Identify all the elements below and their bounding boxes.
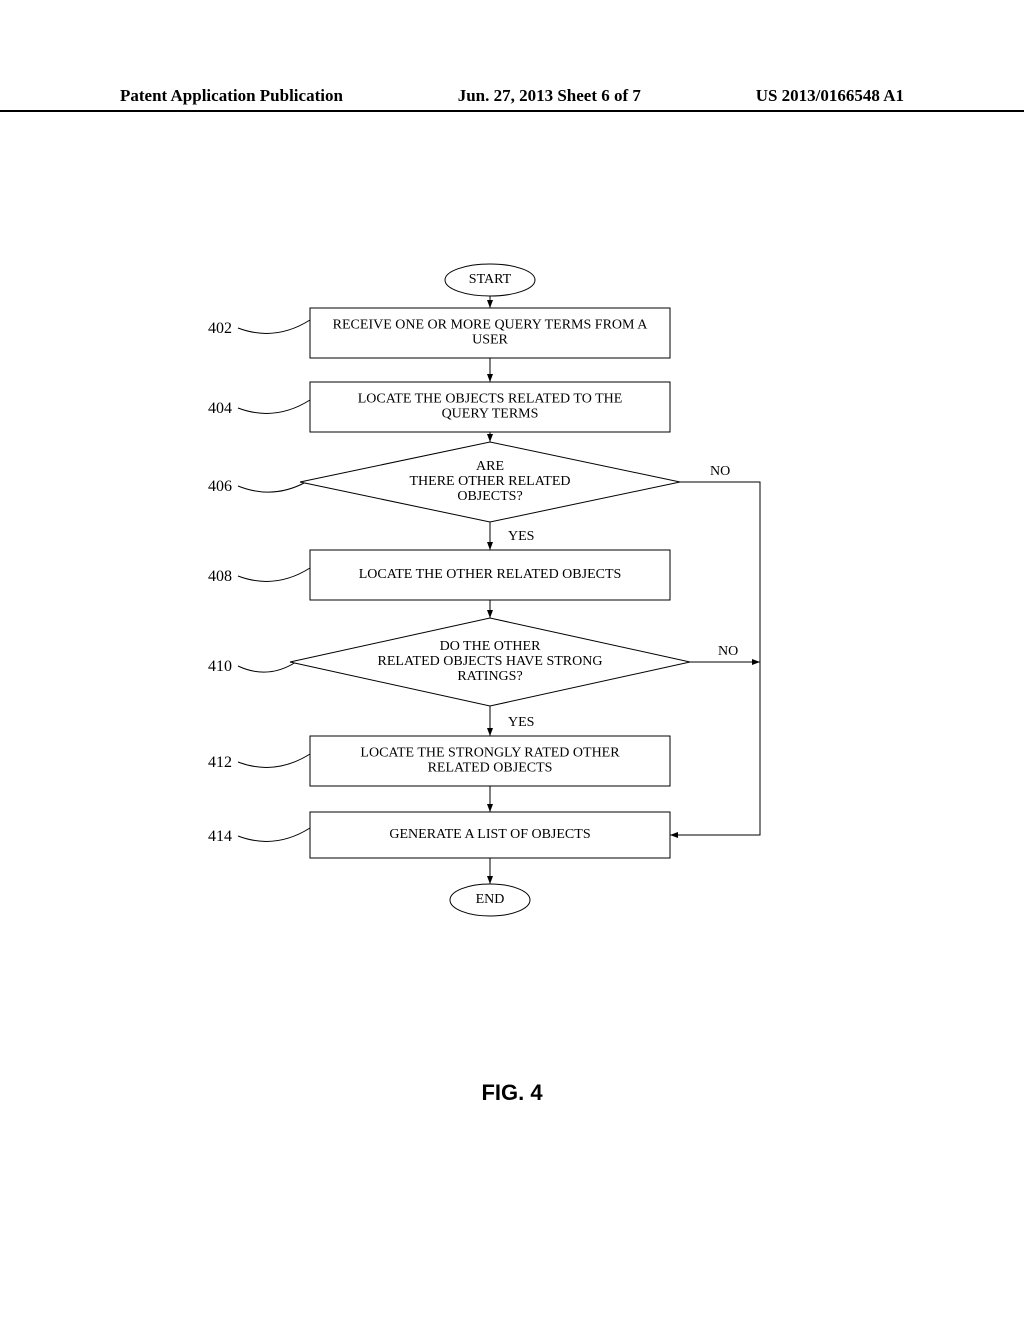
ref-number: 410 — [208, 658, 232, 675]
ref-connector — [238, 568, 310, 581]
ref-connector — [238, 662, 296, 672]
ref-connector — [238, 828, 310, 841]
ref-number: 408 — [208, 568, 232, 585]
node-label: END — [476, 892, 505, 907]
ref-connector — [238, 754, 310, 767]
header-right: US 2013/0166548 A1 — [756, 86, 904, 106]
node-label: DO THE OTHER — [440, 639, 542, 654]
node-label: OBJECTS? — [457, 489, 522, 504]
node-label: RECEIVE ONE OR MORE QUERY TERMS FROM A — [333, 318, 649, 333]
figure-label: FIG. 4 — [0, 1080, 1024, 1106]
node-label: RELATED OBJECTS HAVE STRONG — [378, 654, 603, 669]
ref-connector — [238, 482, 306, 492]
ref-connector — [238, 400, 310, 413]
edge-label: YES — [508, 529, 534, 544]
node-label: LOCATE THE STRONGLY RATED OTHER — [360, 746, 620, 761]
edge-label: YES — [508, 715, 534, 730]
node-label: START — [469, 272, 512, 287]
header-center: Jun. 27, 2013 Sheet 6 of 7 — [458, 86, 641, 106]
ref-number: 402 — [208, 320, 232, 337]
ref-number: 414 — [208, 828, 232, 845]
header-left: Patent Application Publication — [120, 86, 343, 106]
edge-label: NO — [710, 464, 730, 479]
flowchart: YES YES NO NO 402 404 406 408 410 412 414 START RECE… — [120, 250, 900, 1030]
node-label: THERE OTHER RELATED — [410, 474, 571, 489]
page-header: Patent Application Publication Jun. 27, … — [0, 86, 1024, 112]
node-label: GENERATE A LIST OF OBJECTS — [389, 827, 590, 842]
ref-number: 406 — [208, 478, 232, 495]
node-label: RATINGS? — [457, 669, 522, 684]
node-label: USER — [472, 333, 508, 348]
ref-number: 404 — [208, 400, 232, 417]
edge-label: NO — [718, 644, 738, 659]
node-label: RELATED OBJECTS — [428, 761, 553, 776]
ref-connector — [238, 320, 310, 333]
ref-number: 412 — [208, 754, 232, 771]
node-label: LOCATE THE OBJECTS RELATED TO THE — [358, 392, 623, 407]
node-label: ARE — [476, 459, 504, 474]
node-label: LOCATE THE OTHER RELATED OBJECTS — [359, 567, 622, 582]
node-label: QUERY TERMS — [442, 407, 539, 422]
flow-edge — [670, 482, 760, 835]
